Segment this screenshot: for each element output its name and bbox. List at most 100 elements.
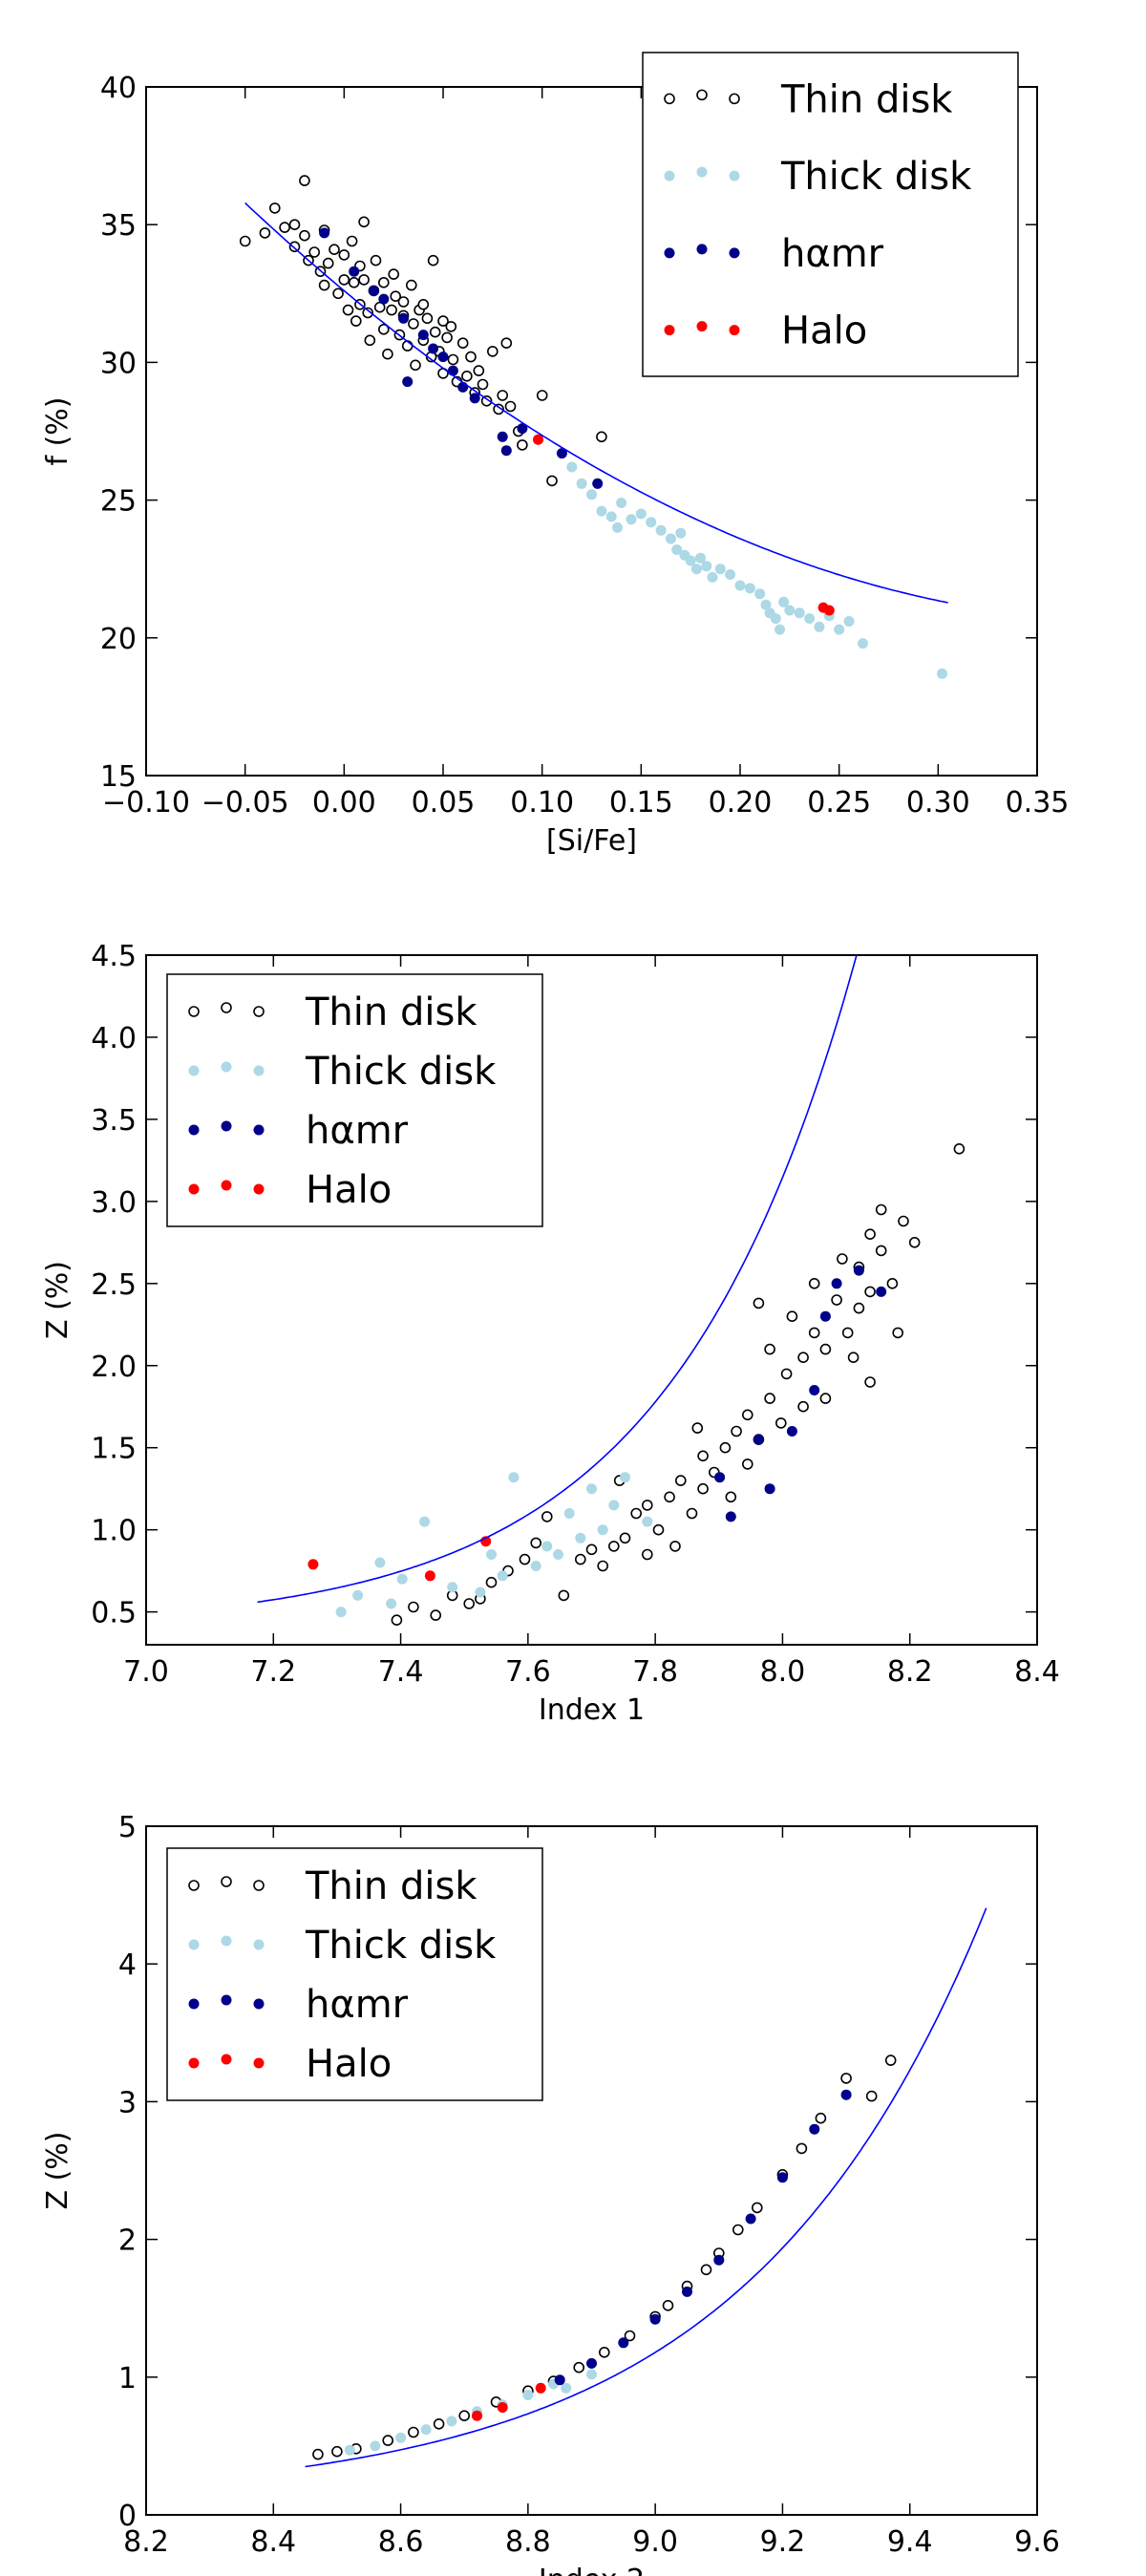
point-thin-disk bbox=[288, 241, 301, 253]
point-thin-disk bbox=[908, 1237, 921, 1248]
legend-marker-halo bbox=[664, 325, 675, 336]
x-tick-label: 8.2 bbox=[887, 1655, 933, 1689]
point-thin-disk bbox=[764, 1393, 775, 1404]
y-tick-label: 4.0 bbox=[91, 1022, 137, 1055]
x-tick-label: 7.4 bbox=[378, 1655, 424, 1689]
point-thin-disk bbox=[596, 431, 607, 443]
point-hamr bbox=[556, 448, 567, 459]
point-thick-disk bbox=[858, 638, 868, 649]
point-thin-disk bbox=[331, 2445, 343, 2458]
point-thin-disk bbox=[299, 229, 310, 242]
point-thin-disk bbox=[819, 1343, 832, 1355]
point-thin-disk bbox=[410, 359, 421, 372]
plot-area bbox=[257, 955, 966, 1626]
point-thin-disk bbox=[808, 1278, 820, 1289]
y-tick-label: 0.5 bbox=[91, 1597, 137, 1630]
legend-label-halo: Halo bbox=[306, 2042, 392, 2086]
point-thick-disk bbox=[646, 517, 657, 528]
point-thick-disk bbox=[685, 555, 696, 566]
y-axis-label: Z (%) bbox=[41, 2131, 74, 2209]
legend-label-thick-disk: Thick disk bbox=[305, 1050, 497, 1094]
legend-marker-hamr bbox=[729, 247, 740, 259]
point-thick-disk bbox=[778, 596, 790, 607]
point-thin-disk bbox=[641, 1548, 653, 1561]
legend-label-hamr: hαmr bbox=[306, 1109, 409, 1153]
point-thick-disk bbox=[335, 1607, 347, 1618]
point-thin-disk bbox=[840, 2073, 852, 2084]
legend-marker-hamr bbox=[253, 1124, 265, 1136]
point-hamr bbox=[819, 1310, 831, 1322]
x-tick-label: 7.6 bbox=[505, 1655, 551, 1689]
series-thick-disk bbox=[344, 2369, 597, 2456]
point-thick-disk bbox=[522, 2390, 534, 2400]
point-thin-disk bbox=[864, 1286, 876, 1298]
legend-marker-hamr bbox=[253, 1998, 265, 2010]
series-thick-disk bbox=[335, 1472, 653, 1618]
fit-curve bbox=[257, 955, 858, 1604]
point-thin-disk bbox=[427, 254, 439, 266]
point-thin-disk bbox=[279, 222, 290, 233]
point-thick-disk bbox=[714, 564, 726, 575]
point-hamr bbox=[457, 381, 469, 393]
point-thin-disk bbox=[461, 370, 473, 382]
legend-marker-hamr bbox=[664, 247, 675, 259]
point-thin-disk bbox=[847, 1352, 860, 1363]
x-tick-label: 0.00 bbox=[312, 786, 376, 820]
legend-label-halo: Halo bbox=[781, 309, 867, 353]
legend-marker-halo bbox=[188, 2057, 200, 2069]
y-tick-label: 1 bbox=[118, 2362, 137, 2395]
point-thick-disk bbox=[576, 478, 587, 489]
point-thick-disk bbox=[586, 2369, 597, 2380]
point-thin-disk bbox=[401, 340, 414, 351]
point-thin-disk bbox=[239, 235, 251, 247]
point-thin-disk bbox=[892, 1327, 904, 1339]
point-thin-disk bbox=[662, 2300, 674, 2311]
point-thin-disk bbox=[664, 1491, 675, 1503]
x-tick-label: 8.2 bbox=[123, 2525, 169, 2559]
y-tick-label: 25 bbox=[100, 485, 137, 519]
point-thin-disk bbox=[831, 1294, 842, 1306]
y-tick-label: 30 bbox=[100, 347, 137, 380]
point-hamr bbox=[809, 2123, 820, 2135]
y-axis-label: f (%) bbox=[41, 396, 74, 465]
point-thin-disk bbox=[884, 2054, 897, 2066]
point-thin-disk bbox=[391, 1614, 403, 1626]
point-thick-disk bbox=[671, 544, 683, 555]
point-thin-disk bbox=[558, 1589, 570, 1602]
legend-marker-thin-disk bbox=[729, 93, 740, 105]
point-thick-disk bbox=[596, 505, 607, 517]
point-thick-disk bbox=[770, 613, 781, 625]
point-thin-disk bbox=[408, 1601, 419, 1613]
y-tick-label: 40 bbox=[100, 72, 137, 105]
point-thin-disk bbox=[348, 276, 360, 288]
legend-marker-thick-disk bbox=[729, 170, 740, 181]
chart-2: 7.0 7.2 7.4 7.6 7.8 8.0 8.2 8.4 0.5 1.0 1.5 2.0 2.5 3… bbox=[41, 940, 1060, 1727]
point-thin-disk bbox=[386, 304, 397, 316]
x-tick-label: 0.10 bbox=[510, 786, 574, 820]
point-thin-disk bbox=[641, 1500, 653, 1511]
x-tick-label: 9.6 bbox=[1014, 2525, 1060, 2559]
x-tick-label: 8.0 bbox=[760, 1655, 806, 1689]
legend-label-halo: Halo bbox=[306, 1168, 392, 1212]
y-tick-label: 4.5 bbox=[91, 940, 137, 973]
point-thick-disk bbox=[475, 1586, 486, 1598]
point-hamr bbox=[319, 227, 330, 239]
point-thick-disk bbox=[642, 1516, 653, 1527]
legend-marker-halo bbox=[221, 2054, 232, 2065]
point-thick-disk bbox=[370, 2440, 381, 2452]
point-thick-disk bbox=[784, 605, 796, 616]
point-thin-disk bbox=[433, 2418, 445, 2430]
y-tick-label: 1.5 bbox=[91, 1433, 137, 1466]
x-tick-label: 7.0 bbox=[123, 1655, 169, 1689]
legend-marker-thick-disk bbox=[188, 1065, 200, 1076]
legend-marker-thin-disk bbox=[253, 1880, 265, 1891]
point-thin-disk bbox=[519, 1553, 531, 1565]
legend-marker-thin-disk bbox=[188, 1006, 200, 1017]
point-thin-disk bbox=[388, 268, 400, 280]
y-axis-label: Z (%) bbox=[41, 1261, 74, 1339]
point-thin-disk bbox=[390, 290, 402, 303]
point-thin-disk bbox=[853, 1302, 865, 1314]
point-thin-disk bbox=[318, 279, 330, 291]
point-thin-disk bbox=[780, 1368, 793, 1380]
point-thin-disk bbox=[541, 1511, 553, 1522]
